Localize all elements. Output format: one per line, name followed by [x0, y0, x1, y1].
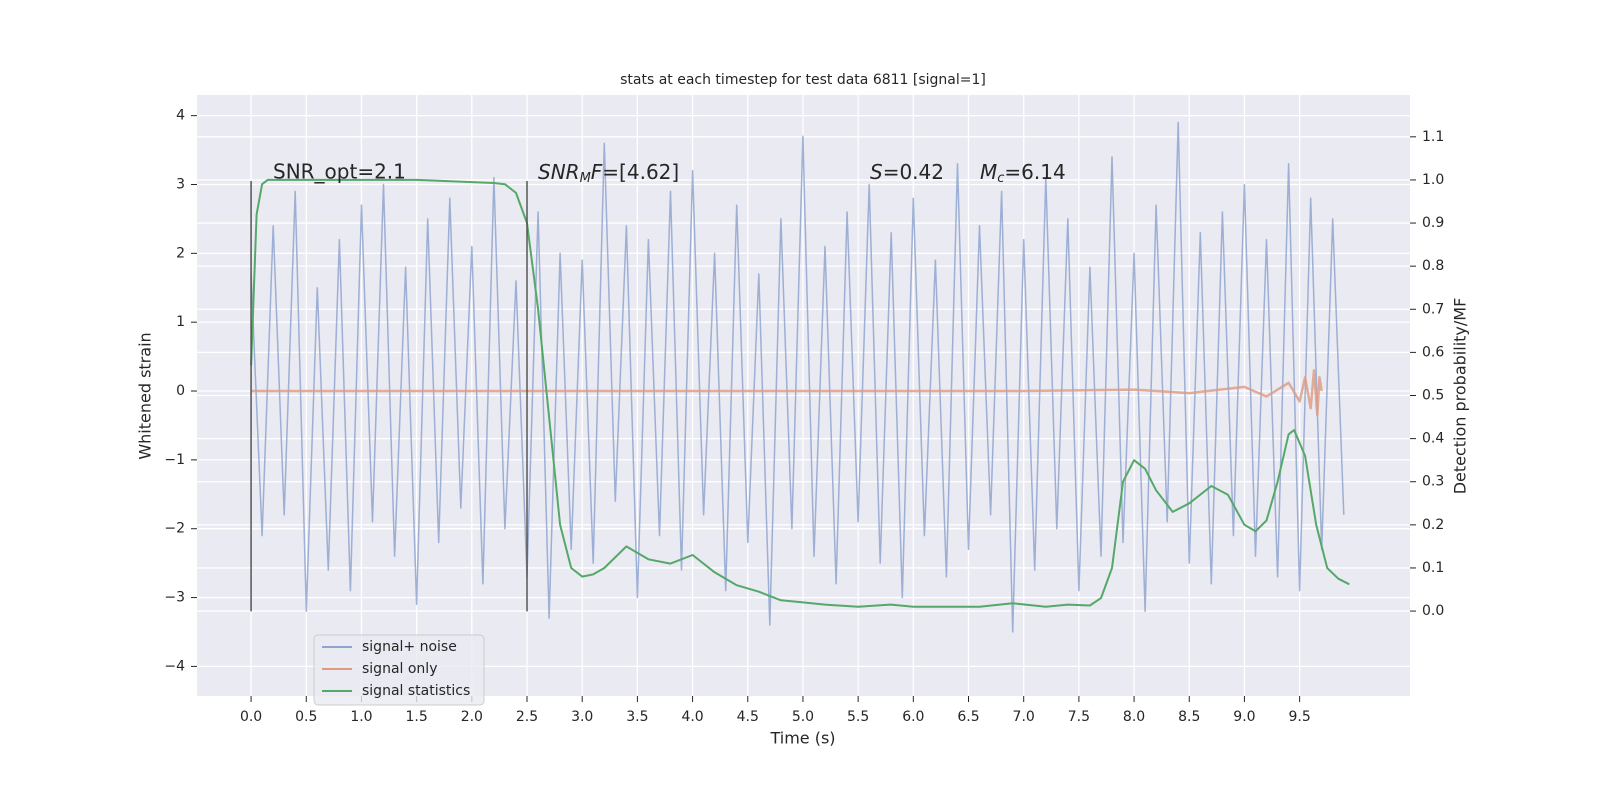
legend-label: signal only	[362, 661, 437, 677]
x-tick-label: 0.0	[240, 709, 262, 725]
series-line	[250, 178, 1350, 608]
y-tick-label: 2	[176, 245, 185, 261]
y2-tick-label: 0.2	[1422, 517, 1444, 533]
x-tick-label: 8.0	[1123, 709, 1145, 725]
annotation: SNRMF=[4.62]	[538, 160, 679, 186]
series-line	[250, 121, 1345, 633]
annotation-part: F	[591, 160, 603, 184]
y2-axis-label: Detection probability/MF	[1451, 298, 1470, 495]
annotation-part: =0.42	[883, 160, 944, 184]
x-tick-label: 3.0	[571, 709, 593, 725]
y2-tick-label: 0.0	[1422, 603, 1444, 619]
x-tick-label: 9.0	[1233, 709, 1255, 725]
y2-tick-label: 0.3	[1422, 474, 1444, 490]
y2-tick-label: 1.0	[1422, 172, 1444, 188]
x-tick-label: 2.0	[461, 709, 483, 725]
annotation-part: SNR	[538, 160, 580, 184]
y-tick-label: −1	[164, 452, 185, 468]
y2-tick-label: 0.1	[1422, 560, 1444, 576]
legend-box	[313, 634, 485, 706]
x-tick-label: 4.5	[737, 709, 759, 725]
x-tick-label: 6.5	[957, 709, 979, 725]
y-tick-label: −4	[164, 658, 185, 674]
y2-tick-label: 1.1	[1422, 129, 1444, 145]
annotation: Mc=6.14	[980, 160, 1066, 186]
annotation-part: S	[870, 160, 883, 184]
y2-tick-label: 0.7	[1422, 301, 1444, 317]
y-tick-label: −2	[164, 521, 185, 537]
y2-tick-label: 0.5	[1422, 388, 1444, 404]
annotation: SNR_opt=2.1	[273, 160, 406, 184]
y-tick-label: 3	[176, 176, 185, 192]
y2-tick-label: 0.6	[1422, 344, 1444, 360]
x-tick-label: 1.5	[406, 709, 428, 725]
x-tick-label: 7.0	[1013, 709, 1035, 725]
y2-tick-label: 0.9	[1422, 215, 1444, 231]
legend-label: signal statistics	[362, 683, 470, 699]
series-line	[251, 369, 1323, 417]
x-tick-label: 0.5	[295, 709, 317, 725]
y2-tick-label: 0.8	[1422, 258, 1444, 274]
chart-title: stats at each timestep for test data 681…	[620, 72, 986, 88]
x-tick-label: 1.0	[350, 709, 372, 725]
x-axis-label: Time (s)	[769, 729, 835, 748]
y-axis-label: Whitened strain	[136, 332, 155, 459]
y-tick-label: 1	[176, 314, 185, 330]
x-tick-label: 5.5	[847, 709, 869, 725]
legend-label: signal+ noise	[362, 639, 457, 655]
y-tick-label: −3	[164, 590, 185, 606]
annotation-part: M	[980, 160, 997, 184]
x-tick-label: 6.0	[902, 709, 924, 725]
annotation-part: =6.14	[1004, 160, 1065, 184]
y-tick-label: 4	[176, 108, 185, 124]
x-tick-label: 3.5	[626, 709, 648, 725]
x-tick-label: 4.0	[681, 709, 703, 725]
x-tick-label: 5.0	[792, 709, 814, 725]
x-tick-label: 9.5	[1288, 709, 1310, 725]
x-tick-label: 8.5	[1178, 709, 1200, 725]
annotation: S=0.42	[870, 160, 944, 184]
x-tick-label: 2.5	[516, 709, 538, 725]
y2-tick-label: 0.4	[1422, 431, 1444, 447]
annotation-part: =[4.62]	[602, 160, 679, 184]
y-tick-label: 0	[176, 383, 185, 399]
annotation-sub: c	[997, 171, 1004, 186]
annotation-sub: M	[580, 171, 591, 186]
x-tick-label: 7.5	[1068, 709, 1090, 725]
